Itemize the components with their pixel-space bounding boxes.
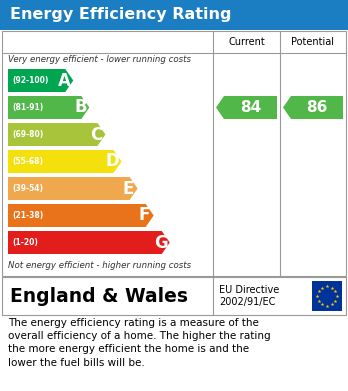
Text: 86: 86 <box>306 100 328 115</box>
Text: The energy efficiency rating is a measure of the
overall efficiency of a home. T: The energy efficiency rating is a measur… <box>8 318 271 368</box>
Text: (69-80): (69-80) <box>12 130 43 139</box>
Polygon shape <box>8 123 105 146</box>
Text: EU Directive: EU Directive <box>219 285 279 295</box>
Polygon shape <box>8 150 121 173</box>
Text: F: F <box>139 206 150 224</box>
Text: (55-68): (55-68) <box>12 157 43 166</box>
Text: C: C <box>90 126 103 143</box>
Polygon shape <box>8 231 170 254</box>
Text: Potential: Potential <box>292 37 334 47</box>
Text: Not energy efficient - higher running costs: Not energy efficient - higher running co… <box>8 260 191 269</box>
Polygon shape <box>216 96 277 119</box>
Text: A: A <box>58 72 71 90</box>
Text: Current: Current <box>228 37 265 47</box>
Text: (81-91): (81-91) <box>12 103 43 112</box>
Text: G: G <box>154 233 168 251</box>
Bar <box>2 277 346 315</box>
Text: 84: 84 <box>240 100 261 115</box>
Polygon shape <box>8 204 154 227</box>
Bar <box>312 281 342 311</box>
Polygon shape <box>8 177 137 200</box>
Text: (39-54): (39-54) <box>12 184 43 193</box>
Polygon shape <box>8 96 89 119</box>
Text: E: E <box>123 179 134 197</box>
Polygon shape <box>8 69 73 92</box>
Bar <box>2 31 346 276</box>
Text: (1-20): (1-20) <box>12 238 38 247</box>
Text: Energy Efficiency Rating: Energy Efficiency Rating <box>10 7 231 23</box>
Text: (21-38): (21-38) <box>12 211 43 220</box>
Polygon shape <box>283 96 343 119</box>
Text: Very energy efficient - lower running costs: Very energy efficient - lower running co… <box>8 56 191 65</box>
Bar <box>0 0 348 30</box>
Text: 2002/91/EC: 2002/91/EC <box>219 297 275 307</box>
Text: England & Wales: England & Wales <box>10 287 188 305</box>
Text: B: B <box>74 99 87 117</box>
Text: (92-100): (92-100) <box>12 76 48 85</box>
Text: D: D <box>106 152 119 170</box>
